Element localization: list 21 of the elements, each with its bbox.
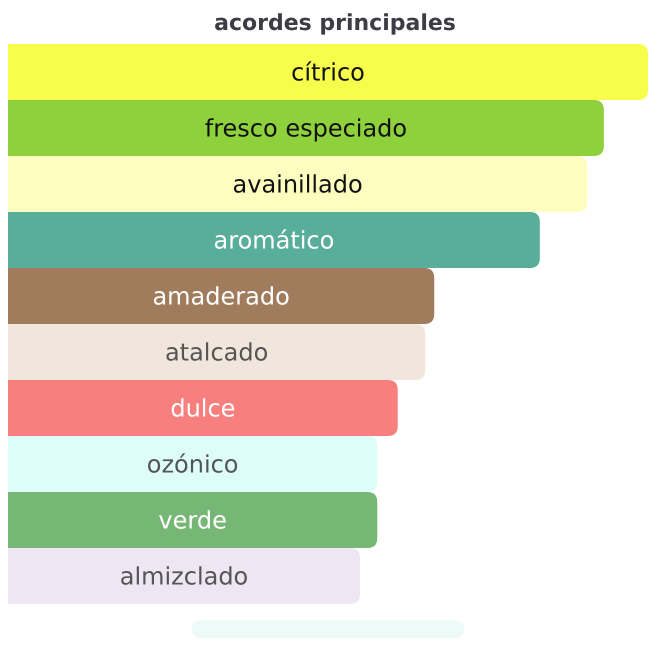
bar xyxy=(8,156,588,212)
y-tick-label: dulce xyxy=(170,394,236,422)
y-tick-label: atalcado xyxy=(164,338,268,366)
y-tick-label: cítrico xyxy=(291,58,365,86)
y-tick-label: verde xyxy=(158,506,227,534)
y-tick-label: avainillado xyxy=(232,170,363,198)
bar xyxy=(8,548,360,604)
y-tick-label: ozónico xyxy=(146,450,239,478)
bar xyxy=(8,100,604,156)
y-tick-label: fresco especiado xyxy=(204,114,408,142)
bar xyxy=(8,492,378,548)
y-tick-label: amaderado xyxy=(152,282,290,310)
chart-title: acordes principales xyxy=(214,11,456,36)
bar xyxy=(8,212,540,268)
y-tick-label: almizclado xyxy=(120,562,248,590)
bar xyxy=(8,324,426,380)
y-tick-label: aromático xyxy=(214,226,334,254)
bar xyxy=(8,44,648,100)
bar xyxy=(8,268,434,324)
bar xyxy=(8,380,398,436)
bar xyxy=(8,436,378,492)
